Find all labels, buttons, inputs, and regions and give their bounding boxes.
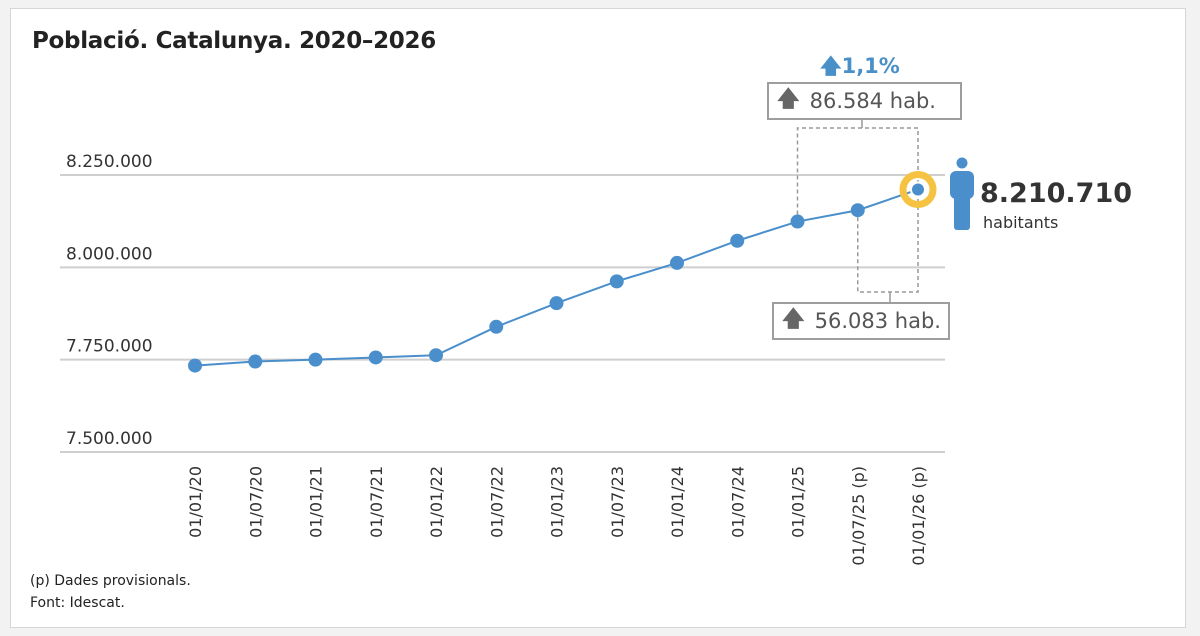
provisional-note: (p) Dades provisionals. [30, 573, 191, 589]
data-point [790, 214, 805, 229]
data-point [248, 354, 263, 369]
data-point [549, 296, 564, 311]
data-point [188, 358, 202, 373]
data-point [670, 255, 684, 270]
chart-title: Població. Catalunya. 2020–2026 [32, 28, 436, 54]
yearly-change-value: 86.584 hab. [809, 89, 936, 113]
half-year-change-value: 56.083 hab. [814, 309, 941, 333]
x-tick-label: 01/07/23 [608, 466, 627, 538]
x-tick-label: 01/01/24 [668, 466, 687, 538]
person-icon [950, 157, 974, 230]
latest-unit: habitants [983, 213, 1059, 232]
data-point [730, 233, 745, 248]
x-tick-label: 01/07/21 [367, 466, 386, 538]
x-tick-label: 01/07/24 [728, 466, 747, 538]
data-point [429, 348, 443, 363]
y-tick-label: 7.500.000 [66, 429, 153, 449]
footnotes: (p) Dades provisionals. Font: Idescat. [30, 570, 191, 614]
data-point [368, 350, 383, 365]
data-point [910, 181, 926, 198]
chart-card [10, 8, 1186, 628]
y-tick-label: 7.750.000 [66, 337, 153, 357]
yearly-change-box: 🡅 86.584 hab. [767, 82, 962, 120]
y-tick-label: 8.250.000 [66, 152, 153, 172]
half-year-change-box: 🡅 56.083 hab. [772, 302, 950, 340]
percent-change: 🡅1,1% [820, 52, 900, 87]
data-point [609, 274, 624, 289]
x-tick-label: 01/01/23 [548, 466, 567, 538]
up-arrow-icon: 🡅 [820, 54, 842, 78]
x-tick-label: 01/01/20 [186, 466, 205, 538]
up-arrow-icon: 🡅 [782, 307, 805, 332]
data-point [850, 203, 865, 218]
x-tick-label: 01/07/25 (p) [849, 466, 868, 566]
up-arrow-icon: 🡅 [777, 87, 800, 112]
data-point [489, 319, 504, 334]
x-tick-label: 01/07/22 [487, 466, 506, 538]
source-note: Font: Idescat. [30, 595, 125, 611]
x-tick-label: 01/07/20 [246, 466, 265, 538]
latest-highlight-ring [899, 171, 937, 209]
x-tick-label: 01/01/22 [427, 466, 446, 538]
x-tick-label: 01/01/21 [307, 466, 326, 538]
x-tick-label: 01/01/26 (p) [909, 466, 928, 566]
percent-change-value: 1,1% [841, 54, 900, 78]
x-tick-label: 01/01/25 [789, 466, 808, 538]
latest-value: 8.210.710 [980, 178, 1133, 209]
y-tick-label: 8.000.000 [66, 244, 153, 264]
data-point [308, 352, 323, 367]
